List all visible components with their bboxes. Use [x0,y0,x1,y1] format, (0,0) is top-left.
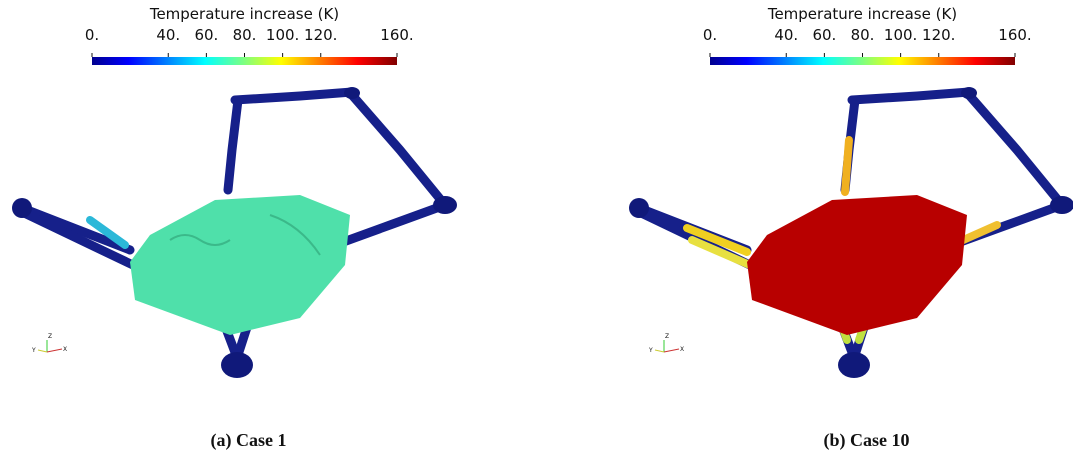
caption: (a) Case 1 [211,430,287,451]
triad-label: Y [31,347,36,354]
colorbar-tick-label: 80. [851,26,875,44]
triad-label: X [680,346,684,353]
axes-triad: Z Y X [648,333,684,354]
colorbar-tick-label: 40. [156,26,180,44]
triad-label: Z [48,333,52,340]
triad-label: Y [648,347,653,354]
colorbar-tick-label: 100. [884,26,917,44]
colorbar-title: Temperature increase (K) [767,5,957,23]
axes-triad: Z Y X [31,333,67,354]
colorbar-tick-label: 160. [998,26,1031,44]
figure: Z Y X Z Y X Temperature increase (K) 0. 40… [0,0,1073,454]
colorbar-tick-label: 60. [194,26,218,44]
colorbar-tick-label: 120. [304,26,337,44]
colorbar-tick-label: 0. [703,26,717,44]
colorbar-tick-label: 160. [380,26,413,44]
caption: (b) Case 10 [824,430,910,451]
colorbar-tick-label: 40. [774,26,798,44]
colorbar-tick-label: 80. [233,26,257,44]
colorbar-tick-label: 100. [266,26,299,44]
render-case-10: Z Y X [629,87,1073,378]
colorbar-title: Temperature increase (K) [149,5,339,23]
triad-label: Z [665,333,669,340]
colorbar-tick-label: 120. [922,26,955,44]
render-case-1: Z Y X [12,87,457,378]
colorbar-tick-label: 0. [85,26,99,44]
colorbar [92,57,397,65]
colorbar [710,57,1015,65]
triad-label: X [63,346,67,353]
colorbar-tick-label: 60. [812,26,836,44]
